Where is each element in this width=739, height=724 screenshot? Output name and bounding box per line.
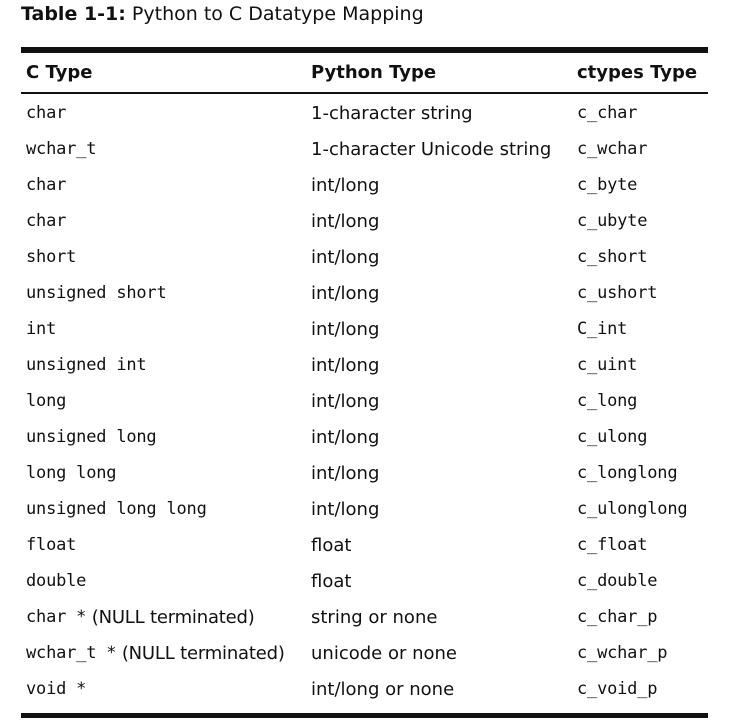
table-row: wchar_t * (NULL terminated) unicode or no… xyxy=(21,635,708,671)
cell-ctypes-type: C_int xyxy=(577,319,628,339)
c-type-code: long xyxy=(26,391,67,411)
cell-c-type: double xyxy=(26,563,86,599)
cell-ctypes-type: c_ushort xyxy=(577,283,658,303)
header-c-type: C Type xyxy=(26,62,93,83)
cell-c-type: char xyxy=(26,203,66,239)
c-type-code: short xyxy=(26,247,77,267)
c-type-code: unsigned long xyxy=(26,427,157,447)
table-row: char * (NULL terminated) string or none c_… xyxy=(21,599,708,635)
table-row: void * int/long or none c_void_p xyxy=(21,671,708,707)
header-ctypes-type: ctypes Type xyxy=(577,62,698,83)
table-row: unsigned long int/long c_ulong xyxy=(21,419,708,455)
cell-c-type: long xyxy=(26,383,66,419)
cell-ctypes-type: c_char_p xyxy=(577,607,658,627)
cell-c-type: float xyxy=(26,527,76,563)
table-bottom-rule xyxy=(21,713,708,718)
c-type-note: (NULL terminated) xyxy=(116,642,285,664)
c-type-code: unsigned short xyxy=(26,283,167,303)
cell-python-type: float xyxy=(311,534,352,556)
cell-c-type: long long xyxy=(26,455,117,491)
table-row: unsigned long long int/long c_ulonglong xyxy=(21,491,708,527)
cell-ctypes-type: c_short xyxy=(577,247,648,267)
cell-python-type: int/long xyxy=(311,354,380,376)
cell-python-type: 1-character string xyxy=(311,102,473,124)
c-type-code: char * xyxy=(26,607,87,627)
c-type-code: wchar_t * xyxy=(26,643,117,663)
table-row: int int/long C_int xyxy=(21,311,708,347)
cell-python-type: string or none xyxy=(311,606,438,628)
cell-python-type: int/long xyxy=(311,282,380,304)
table-body: char 1-character string c_char wchar_t 1-cha… xyxy=(21,94,708,707)
cell-ctypes-type: c_wchar_p xyxy=(577,643,668,663)
table-top-rule xyxy=(21,47,708,53)
cell-python-type: int/long xyxy=(311,210,380,232)
c-type-note: (NULL terminated) xyxy=(86,606,255,628)
table-row: char int/long c_byte xyxy=(21,167,708,203)
table-row: float float c_float xyxy=(21,527,708,563)
c-type-code: char xyxy=(26,175,67,195)
table-header-rule xyxy=(21,92,708,94)
cell-python-type: unicode or none xyxy=(311,642,457,664)
table-row: long int/long c_long xyxy=(21,383,708,419)
cell-c-type: unsigned short xyxy=(26,275,167,311)
c-type-code: char xyxy=(26,103,67,123)
cell-c-type: unsigned long xyxy=(26,419,157,455)
c-type-code: int xyxy=(26,319,57,339)
c-type-code: unsigned long long xyxy=(26,499,207,519)
c-type-code: long long xyxy=(26,463,117,483)
cell-c-type: unsigned int xyxy=(26,347,147,383)
datatype-table: C Type Python Type ctypes Type char 1-cha… xyxy=(21,47,708,718)
cell-python-type: int/long xyxy=(311,246,380,268)
cell-c-type: short xyxy=(26,239,76,275)
cell-ctypes-type: c_long xyxy=(577,391,638,411)
c-type-code: unsigned int xyxy=(26,355,147,375)
cell-python-type: float xyxy=(311,570,352,592)
table-row: double float c_double xyxy=(21,563,708,599)
c-type-code: char xyxy=(26,211,67,231)
cell-python-type: int/long xyxy=(311,390,380,412)
cell-ctypes-type: c_byte xyxy=(577,175,638,195)
cell-ctypes-type: c_ubyte xyxy=(577,211,648,231)
table-header-row: C Type Python Type ctypes Type xyxy=(21,53,708,92)
cell-ctypes-type: c_ulonglong xyxy=(577,499,688,519)
table-caption-label: Table 1-1: xyxy=(21,3,126,25)
cell-ctypes-type: c_double xyxy=(577,571,658,591)
table-caption-title: Python to C Datatype Mapping xyxy=(131,3,424,25)
table-caption: Table 1-1: Python to C Datatype Mapping xyxy=(21,2,424,26)
cell-python-type: 1-character Unicode string xyxy=(311,138,552,160)
table-row: unsigned int int/long c_uint xyxy=(21,347,708,383)
cell-ctypes-type: c_longlong xyxy=(577,463,678,483)
cell-c-type: unsigned long long xyxy=(26,491,207,527)
table-row: short int/long c_short xyxy=(21,239,708,275)
cell-c-type: char xyxy=(26,167,66,203)
cell-python-type: int/long xyxy=(311,498,380,520)
table-row: char int/long c_ubyte xyxy=(21,203,708,239)
table-row: wchar_t 1-character Unicode string c_wchar xyxy=(21,131,708,167)
table-row: long long int/long c_longlong xyxy=(21,455,708,491)
cell-c-type: wchar_t xyxy=(26,131,96,167)
cell-python-type: int/long xyxy=(311,174,380,196)
cell-python-type: int/long xyxy=(311,462,380,484)
cell-c-type: char xyxy=(26,95,66,131)
cell-ctypes-type: c_float xyxy=(577,535,648,555)
cell-ctypes-type: c_void_p xyxy=(577,679,658,699)
c-type-code: double xyxy=(26,571,87,591)
cell-ctypes-type: c_wchar xyxy=(577,139,648,159)
cell-c-type: wchar_t * (NULL terminated) xyxy=(26,635,285,671)
c-type-code: float xyxy=(26,535,77,555)
table-row: char 1-character string c_char xyxy=(21,95,708,131)
cell-python-type: int/long xyxy=(311,426,380,448)
c-type-code: void * xyxy=(26,679,87,699)
cell-c-type: char * (NULL terminated) xyxy=(26,599,255,635)
cell-ctypes-type: c_ulong xyxy=(577,427,648,447)
cell-python-type: int/long or none xyxy=(311,678,455,700)
cell-c-type: void * xyxy=(26,671,86,707)
cell-ctypes-type: c_uint xyxy=(577,355,638,375)
cell-ctypes-type: c_char xyxy=(577,103,638,123)
header-python-type: Python Type xyxy=(311,62,437,83)
table-row: unsigned short int/long c_ushort xyxy=(21,275,708,311)
cell-c-type: int xyxy=(26,311,56,347)
cell-python-type: int/long xyxy=(311,318,380,340)
c-type-code: wchar_t xyxy=(26,139,97,159)
